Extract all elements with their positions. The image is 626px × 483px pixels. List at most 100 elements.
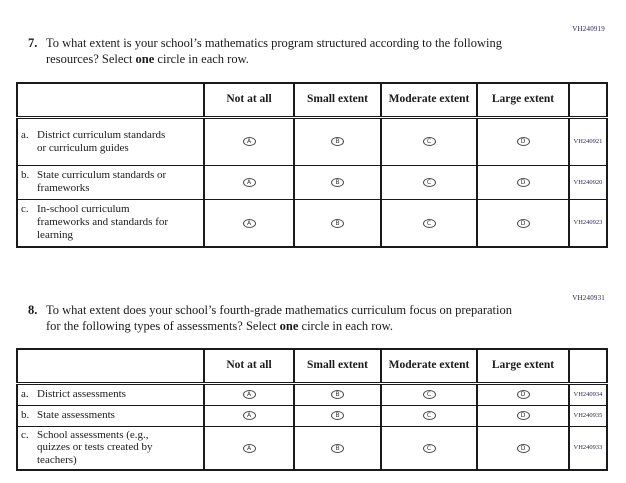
answer-cell: C	[380, 198, 478, 248]
row-letter: a.	[21, 128, 29, 141]
row-label: District curriculum standards or curricu…	[37, 128, 166, 154]
answer-bubble-d[interactable]: D	[516, 177, 530, 187]
table-row: c. School assessments (e.g., quizzes or t…	[16, 425, 608, 471]
answer-bubble-a[interactable]: A	[242, 218, 256, 228]
answer-cell: A	[203, 425, 295, 471]
row-label-cell: c. In-school curriculum frameworks and st…	[16, 198, 205, 248]
row-letter: b.	[21, 409, 30, 422]
answer-bubble-b[interactable]: B	[331, 390, 344, 400]
bold-one: one	[279, 318, 299, 333]
row-accession-code: VH240923	[568, 198, 608, 248]
bold-one: one	[135, 51, 155, 66]
column-header-not-at-all: Not at all	[203, 82, 295, 119]
row-label-cell: b. State curriculum standards or framewor…	[16, 164, 205, 200]
row-accession-code: VH240934	[568, 382, 608, 406]
answer-cell: B	[293, 382, 382, 406]
answer-cell: B	[293, 425, 382, 471]
answer-cell: C	[380, 382, 478, 406]
answer-cell: D	[476, 116, 570, 166]
question-7-response-table: Not at all Small extent Moderate extent …	[16, 82, 608, 248]
row-letter: b.	[21, 169, 30, 182]
row-label-cell: b. State assessments	[16, 404, 205, 427]
answer-bubble-d[interactable]: D	[516, 390, 530, 400]
answer-bubble-d[interactable]: D	[516, 443, 530, 453]
row-letter: a.	[21, 388, 29, 401]
row-label-cell: c. School assessments (e.g., quizzes or t…	[16, 425, 205, 471]
question-7-prompt: 7. To what extent is your school’s mathe…	[28, 36, 516, 67]
answer-bubble-a[interactable]: A	[242, 411, 256, 421]
table-header-row: Not at all Small extent Moderate extent …	[16, 348, 608, 385]
stub-header	[16, 348, 205, 385]
column-header-small-extent: Small extent	[293, 82, 382, 119]
question-7-number: 7.	[28, 36, 38, 50]
answer-bubble-b[interactable]: B	[331, 411, 344, 421]
row-label-cell: a. District curriculum standards or curri…	[16, 116, 205, 166]
table-row: a. District curriculum standards or curri…	[16, 116, 608, 166]
column-header-large-extent: Large extent	[476, 82, 570, 119]
answer-bubble-b[interactable]: B	[331, 443, 344, 453]
row-label: District assessments	[37, 388, 126, 401]
answer-cell: A	[203, 164, 295, 200]
table-row: b. State curriculum standards or framewor…	[16, 164, 608, 200]
answer-bubble-c[interactable]: C	[422, 411, 436, 421]
answer-cell: D	[476, 425, 570, 471]
answer-bubble-d[interactable]: D	[516, 137, 530, 147]
question-7-text: To what extent is your school’s mathemat…	[46, 36, 502, 66]
question-8-number: 8.	[28, 303, 38, 317]
row-letter: c.	[21, 203, 29, 216]
answer-bubble-c[interactable]: C	[422, 390, 436, 400]
answer-bubble-a[interactable]: A	[242, 443, 256, 453]
answer-cell: C	[380, 164, 478, 200]
answer-bubble-c[interactable]: C	[422, 443, 436, 453]
table-header-row: Not at all Small extent Moderate extent …	[16, 82, 608, 119]
row-accession-code: VH240935	[568, 404, 608, 427]
answer-bubble-c[interactable]: C	[422, 177, 436, 187]
column-header-small-extent: Small extent	[293, 348, 382, 385]
answer-cell: C	[380, 425, 478, 471]
answer-bubble-a[interactable]: A	[242, 137, 256, 147]
answer-cell: C	[380, 116, 478, 166]
answer-cell: C	[380, 404, 478, 427]
question-8-text: To what extent does your school’s fourth…	[46, 303, 512, 333]
answer-cell: B	[293, 164, 382, 200]
answer-bubble-d[interactable]: D	[516, 218, 530, 228]
answer-bubble-b[interactable]: B	[331, 177, 344, 187]
stub-header	[16, 82, 205, 119]
code-column-header	[568, 348, 608, 385]
row-accession-code: VH240920	[568, 164, 608, 200]
code-column-header	[568, 82, 608, 119]
answer-bubble-d[interactable]: D	[516, 411, 530, 421]
answer-cell: B	[293, 116, 382, 166]
answer-bubble-c[interactable]: C	[422, 137, 436, 147]
column-header-moderate-extent: Moderate extent	[380, 82, 478, 119]
row-label: School assessments (e.g., quizzes or tes…	[37, 428, 153, 467]
answer-cell: D	[476, 404, 570, 427]
answer-bubble-b[interactable]: B	[331, 137, 344, 147]
table-row: c. In-school curriculum frameworks and st…	[16, 198, 608, 248]
row-letter: c.	[21, 428, 29, 441]
row-label: State assessments	[37, 409, 115, 422]
answer-cell: B	[293, 198, 382, 248]
row-accession-code: VH240921	[568, 116, 608, 166]
answer-cell: D	[476, 164, 570, 200]
row-label: In-school curriculum frameworks and stan…	[37, 203, 169, 242]
answer-bubble-a[interactable]: A	[242, 177, 256, 187]
answer-bubble-b[interactable]: B	[331, 218, 344, 228]
table-row: a. District assessments A B C D VH240934	[16, 382, 608, 406]
column-header-not-at-all: Not at all	[203, 348, 295, 385]
answer-cell: B	[293, 404, 382, 427]
answer-cell: A	[203, 404, 295, 427]
column-header-large-extent: Large extent	[476, 348, 570, 385]
answer-cell: A	[203, 198, 295, 248]
answer-cell: D	[476, 198, 570, 248]
answer-bubble-a[interactable]: A	[242, 390, 256, 400]
row-accession-code: VH240933	[568, 425, 608, 471]
row-label: State curriculum standards or frameworks	[37, 169, 167, 194]
column-header-moderate-extent: Moderate extent	[380, 348, 478, 385]
answer-cell: A	[203, 116, 295, 166]
question-8-prompt: 8. To what extent does your school’s fou…	[28, 303, 516, 334]
row-label-cell: a. District assessments	[16, 382, 205, 406]
question-7-accession-code: VH240919	[572, 25, 605, 33]
answer-bubble-c[interactable]: C	[422, 218, 436, 228]
answer-cell: D	[476, 382, 570, 406]
